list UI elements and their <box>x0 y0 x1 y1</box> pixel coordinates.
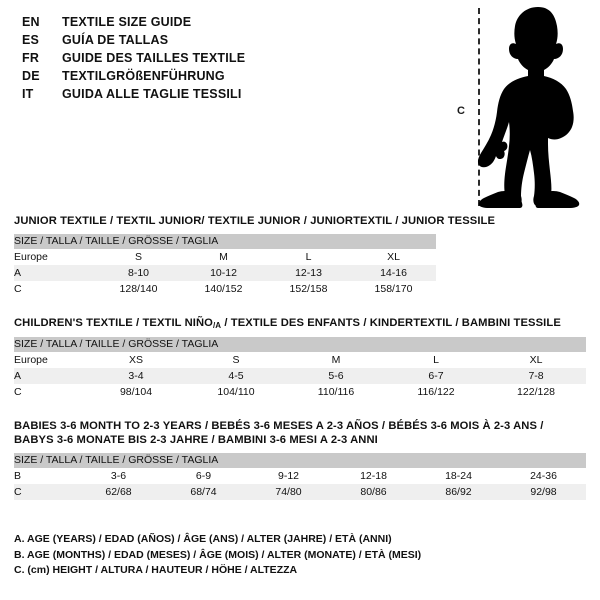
row-value: 80/86 <box>331 484 416 500</box>
section-children-title-pre: CHILDREN'S TEXTILE / TEXTIL NIÑO <box>14 317 213 329</box>
row-value: 74/80 <box>246 484 331 500</box>
row-value: 92/98 <box>501 484 587 500</box>
row-value: 68/74 <box>161 484 246 500</box>
row-label: B <box>14 468 76 484</box>
table-band-label: SIZE / TALLA / TAILLE / GRÖSSE / TAGLIA <box>14 337 587 352</box>
row-value: 158/170 <box>351 281 437 297</box>
row-value: M <box>286 352 386 368</box>
section-babies-title-line1: BABIES 3-6 MONTH TO 2-3 YEARS / BEBÉS 3-… <box>14 420 544 432</box>
section-children-title-post: / TEXTILE DES ENFANTS / KINDERTEXTIL / B… <box>221 317 561 329</box>
language-title: GUIDE DES TAILLES TEXTILE <box>62 51 246 65</box>
row-value: L <box>266 249 351 265</box>
language-title: TEXTILE SIZE GUIDE <box>62 15 192 29</box>
language-code: DE <box>22 69 40 83</box>
row-value: M <box>181 249 266 265</box>
row-label: Europe <box>14 352 86 368</box>
legend-block: A. AGE (YEARS) / EDAD (AÑOS) / ÂGE (ANS)… <box>14 532 421 579</box>
language-row: EN TEXTILE SIZE GUIDE <box>22 13 422 31</box>
row-value: 122/128 <box>486 384 587 400</box>
table-band-label: SIZE / TALLA / TAILLE / GRÖSSE / TAGLIA <box>14 453 587 468</box>
language-title: GUIDA ALLE TAGLIE TESSILI <box>62 87 242 101</box>
row-value: 110/116 <box>286 384 386 400</box>
table-row: Europe XS S M L XL <box>14 352 587 368</box>
row-value: 12-18 <box>331 468 416 484</box>
language-code: ES <box>22 33 40 47</box>
language-title: GUÍA DE TALLAS <box>62 33 169 47</box>
table-row: C 128/140 140/152 152/158 158/170 <box>14 281 437 297</box>
row-label: C <box>14 484 76 500</box>
row-value: XL <box>486 352 587 368</box>
row-label: Europe <box>14 249 96 265</box>
height-measure-label: C <box>457 105 465 117</box>
babies-size-table: SIZE / TALLA / TAILLE / GRÖSSE / TAGLIA … <box>14 453 587 500</box>
language-title-list: EN TEXTILE SIZE GUIDE ES GUÍA DE TALLAS … <box>22 13 422 103</box>
table-band-row: SIZE / TALLA / TAILLE / GRÖSSE / TAGLIA <box>14 453 587 468</box>
row-value: 4-5 <box>186 368 286 384</box>
row-value: 8-10 <box>96 265 181 281</box>
language-code: FR <box>22 51 40 65</box>
table-row: Europe S M L XL <box>14 249 437 265</box>
section-junior: JUNIOR TEXTILE / TEXTIL JUNIOR/ TEXTILE … <box>14 214 496 297</box>
row-value: 6-9 <box>161 468 246 484</box>
section-babies: BABIES 3-6 MONTH TO 2-3 YEARS / BEBÉS 3-… <box>14 419 587 500</box>
table-band-row: SIZE / TALLA / TAILLE / GRÖSSE / TAGLIA <box>14 234 437 249</box>
row-value: 10-12 <box>181 265 266 281</box>
row-value: L <box>386 352 486 368</box>
height-figure: C <box>440 0 600 212</box>
table-row: A 8-10 10-12 12-13 14-16 <box>14 265 437 281</box>
legend-row-a: A. AGE (YEARS) / EDAD (AÑOS) / ÂGE (ANS)… <box>14 533 392 545</box>
row-label: C <box>14 384 86 400</box>
row-value: 152/158 <box>266 281 351 297</box>
row-value: XS <box>86 352 186 368</box>
row-value: 104/110 <box>186 384 286 400</box>
row-value: 9-12 <box>246 468 331 484</box>
row-value: 3-4 <box>86 368 186 384</box>
row-label: A <box>14 265 96 281</box>
language-row: IT GUIDA ALLE TAGLIE TESSILI <box>22 85 422 103</box>
section-junior-title: JUNIOR TEXTILE / TEXTIL JUNIOR/ TEXTILE … <box>14 215 496 227</box>
row-value: 12-13 <box>266 265 351 281</box>
row-value: 24-36 <box>501 468 587 484</box>
toddler-silhouette-icon <box>477 7 580 208</box>
header-area: EN TEXTILE SIZE GUIDE ES GUÍA DE TALLAS … <box>0 0 600 212</box>
height-measure-line <box>478 8 480 206</box>
row-value: 6-7 <box>386 368 486 384</box>
section-children: CHILDREN'S TEXTILE / TEXTIL NIÑO/A / TEX… <box>14 316 587 400</box>
row-value: 86/92 <box>416 484 501 500</box>
row-value: S <box>96 249 181 265</box>
row-value: 128/140 <box>96 281 181 297</box>
section-children-title: CHILDREN'S TEXTILE / TEXTIL NIÑO/A / TEX… <box>14 316 586 331</box>
section-children-title-sub: /A <box>212 321 222 330</box>
row-value: 5-6 <box>286 368 386 384</box>
table-row: B 3-6 6-9 9-12 12-18 18-24 24-36 <box>14 468 587 484</box>
language-row: FR GUIDE DES TAILLES TEXTILE <box>22 49 422 67</box>
row-value: 140/152 <box>181 281 266 297</box>
row-label: A <box>14 368 86 384</box>
language-code: IT <box>22 87 34 101</box>
table-row: C 62/68 68/74 74/80 80/86 86/92 92/98 <box>14 484 587 500</box>
row-value: 116/122 <box>386 384 486 400</box>
table-band-row: SIZE / TALLA / TAILLE / GRÖSSE / TAGLIA <box>14 337 587 352</box>
row-value: 18-24 <box>416 468 501 484</box>
language-code: EN <box>22 15 40 29</box>
language-title: TEXTILGRÖßENFÜHRUNG <box>62 69 225 83</box>
section-babies-title-line2: BABYS 3-6 MONATE BIS 2-3 JAHRE / BAMBINI… <box>14 434 378 446</box>
junior-size-table: SIZE / TALLA / TAILLE / GRÖSSE / TAGLIA … <box>14 234 437 297</box>
row-value: 14-16 <box>351 265 437 281</box>
table-band-label: SIZE / TALLA / TAILLE / GRÖSSE / TAGLIA <box>14 234 437 249</box>
row-value: 7-8 <box>486 368 587 384</box>
table-row: A 3-4 4-5 5-6 6-7 7-8 <box>14 368 587 384</box>
row-value: 3-6 <box>76 468 161 484</box>
legend-row-c: C. (cm) HEIGHT / ALTURA / HAUTEUR / HÖHE… <box>14 564 298 576</box>
row-value: S <box>186 352 286 368</box>
legend-row-b: B. AGE (MONTHS) / EDAD (MESES) / ÂGE (MO… <box>14 548 422 561</box>
row-value: XL <box>351 249 437 265</box>
language-row: ES GUÍA DE TALLAS <box>22 31 422 49</box>
row-value: 98/104 <box>86 384 186 400</box>
row-value: 62/68 <box>76 484 161 500</box>
children-size-table: SIZE / TALLA / TAILLE / GRÖSSE / TAGLIA … <box>14 337 587 400</box>
table-row: C 98/104 104/110 110/116 116/122 122/128 <box>14 384 587 400</box>
row-label: C <box>14 281 96 297</box>
language-row: DE TEXTILGRÖßENFÜHRUNG <box>22 67 422 85</box>
